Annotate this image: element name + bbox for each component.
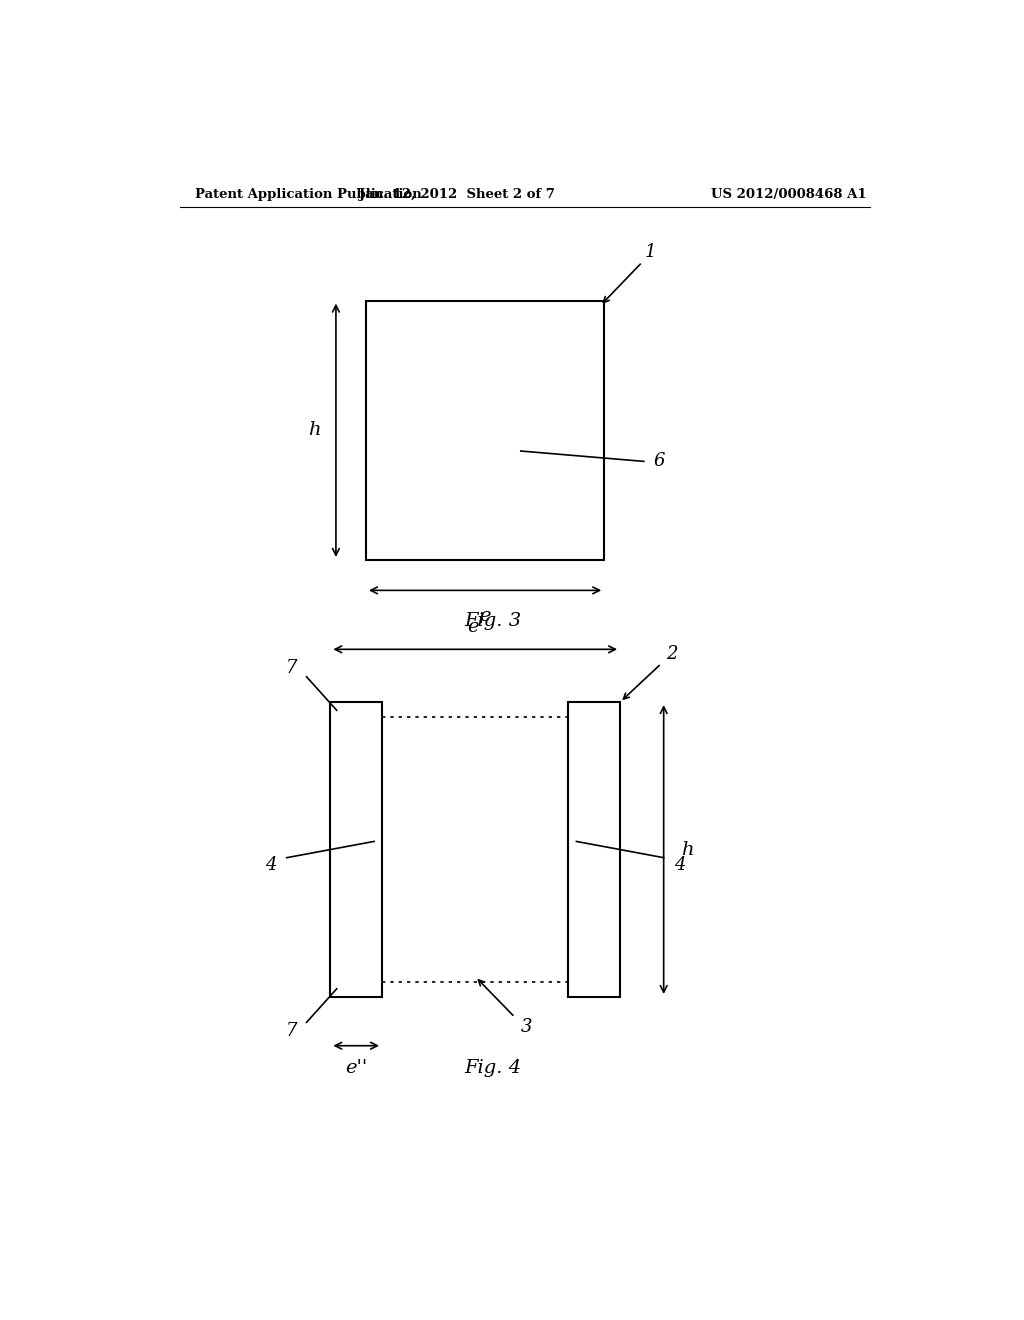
Text: US 2012/0008468 A1: US 2012/0008468 A1 bbox=[712, 189, 867, 202]
Text: 6: 6 bbox=[653, 453, 665, 470]
Text: 2: 2 bbox=[666, 645, 677, 664]
Bar bbox=[367, 301, 604, 560]
Text: h: h bbox=[308, 421, 321, 440]
Bar bbox=[331, 702, 382, 997]
Text: 4: 4 bbox=[674, 855, 685, 874]
Text: e'': e'' bbox=[345, 1059, 368, 1077]
Text: h: h bbox=[681, 841, 693, 858]
Text: 1: 1 bbox=[644, 243, 656, 261]
Text: e': e' bbox=[467, 618, 483, 636]
Text: Fig. 3: Fig. 3 bbox=[465, 612, 521, 630]
Text: e: e bbox=[479, 607, 490, 624]
Text: Jan. 12, 2012  Sheet 2 of 7: Jan. 12, 2012 Sheet 2 of 7 bbox=[359, 189, 555, 202]
Text: Fig. 4: Fig. 4 bbox=[465, 1059, 521, 1077]
Text: 3: 3 bbox=[521, 1019, 532, 1036]
Text: Patent Application Publication: Patent Application Publication bbox=[196, 189, 422, 202]
Text: 7: 7 bbox=[286, 1023, 297, 1040]
Text: 4: 4 bbox=[265, 855, 276, 874]
Bar bbox=[568, 702, 621, 997]
Text: 7: 7 bbox=[286, 659, 297, 677]
